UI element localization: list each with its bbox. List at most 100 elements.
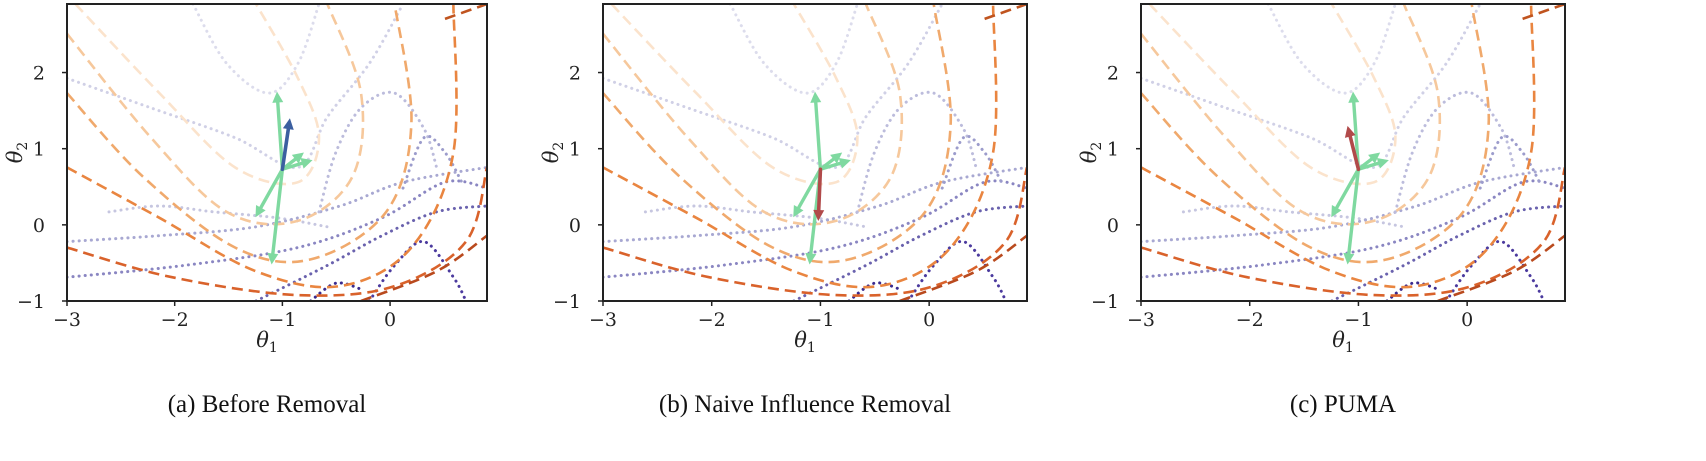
x-tick-label: −1 [806, 309, 834, 331]
x-tick-label: −3 [1127, 309, 1155, 331]
dotted-contour [792, 204, 1027, 301]
dashed-contour [984, 4, 1027, 21]
x-tick-label: −3 [53, 309, 81, 331]
dashed-contour [603, 4, 953, 264]
dotted-contour [1141, 165, 1565, 244]
y-axis-label: θ2 [1077, 142, 1105, 164]
dotted-contour [1385, 281, 1440, 301]
dashed-contour [67, 4, 413, 264]
gradient-arrow [793, 167, 823, 218]
panel-1: −3 −2 −1 0 −1 0 1 2 θ1 θ2 (a) Before Removal [3, 3, 488, 418]
x-tick-label: −2 [161, 309, 189, 331]
dashed-contour [1522, 4, 1565, 21]
y-tick-label: 1 [33, 139, 45, 161]
gradient-arrow [1348, 91, 1361, 171]
gradient-arrow [810, 91, 823, 171]
panel-3: −3 −2 −1 0 −1 0 1 2 θ1 θ2 (c) PUMA [1077, 3, 1566, 418]
y-tick-label: −1 [1091, 291, 1119, 313]
y-tick-label: −1 [17, 291, 45, 313]
plot-frame [1140, 3, 1566, 302]
dotted-contour [847, 281, 902, 301]
x-tick-label: −1 [268, 309, 296, 331]
y-tick-label: 2 [569, 63, 581, 85]
dashed-contour [1141, 167, 1565, 297]
dotted-contour [728, 4, 859, 95]
dotted-contour [1444, 240, 1546, 301]
x-axis-label: θ1 [794, 328, 816, 356]
x-tick-label: −2 [1236, 309, 1264, 331]
dashed-contour [1437, 234, 1565, 301]
panel-caption: (a) Before Removal [168, 391, 367, 418]
dotted-contour [603, 165, 1027, 244]
gradient-arrow [818, 158, 851, 171]
gradient-arrow [272, 91, 285, 171]
dotted-contour [191, 4, 321, 95]
panel-2: −3 −2 −1 0 −1 0 1 2 θ1 θ2 (b) Naive Influence Remo… [539, 3, 1028, 418]
dotted-contour [1478, 134, 1542, 190]
x-tick-label: −1 [1344, 309, 1372, 331]
panel-caption: (b) Naive Influence Removal [659, 391, 951, 418]
plot-frame [66, 3, 488, 302]
dashed-contour [67, 4, 365, 226]
y-tick-label: 0 [569, 215, 581, 237]
y-tick-label: −1 [553, 291, 581, 313]
y-tick-label: 0 [1107, 215, 1119, 237]
dashed-contour [74, 4, 321, 186]
dashed-contour [67, 4, 458, 289]
combined-arrow [813, 167, 825, 222]
dotted-contour [1330, 204, 1565, 301]
x-axis-label: θ1 [1332, 328, 1354, 356]
x-tick-label: 0 [1461, 309, 1473, 331]
plot-area [67, 4, 487, 301]
y-axis-label: θ2 [539, 142, 567, 164]
dotted-contour [67, 4, 405, 170]
dotted-contour [367, 240, 468, 301]
x-tick-label: −3 [589, 309, 617, 331]
x-axis-label: θ1 [256, 328, 278, 356]
dotted-contour [254, 204, 487, 301]
y-tick-label: 2 [1107, 63, 1119, 85]
dashed-contour [1148, 4, 1397, 186]
gradient-arrow [267, 167, 285, 265]
gradient-arrow [1331, 167, 1361, 218]
dotted-contour [603, 4, 944, 170]
y-tick-label: 0 [33, 215, 45, 237]
dashed-contour [360, 234, 487, 301]
gradient-arrow [255, 167, 285, 218]
combined-arrow [1344, 125, 1361, 172]
dashed-contour [610, 4, 859, 186]
y-tick-label: 1 [1107, 139, 1119, 161]
plot-area [1141, 4, 1565, 301]
gradient-arrow [1343, 167, 1361, 265]
plot-area [603, 4, 1027, 301]
y-tick-label: 1 [569, 139, 581, 161]
gradient-arrow [1356, 158, 1389, 171]
dashed-contour [1141, 4, 1442, 226]
dashed-contour [603, 4, 904, 226]
dotted-contour [401, 134, 464, 190]
dotted-contour [1141, 4, 1482, 170]
dashed-contour [1141, 4, 1491, 264]
x-tick-label: 0 [923, 309, 935, 331]
plot-frame [602, 3, 1028, 302]
dashed-contour [1141, 4, 1536, 289]
y-axis-label: θ2 [3, 142, 31, 164]
dotted-contour [855, 90, 978, 214]
gradient-arrow [280, 158, 313, 171]
combined-arrow [280, 118, 294, 172]
dotted-contour [309, 281, 363, 301]
panel-caption: (c) PUMA [1290, 391, 1396, 418]
dashed-contour [899, 234, 1027, 301]
y-tick-label: 2 [33, 63, 45, 85]
dotted-contour [67, 165, 487, 244]
dashed-contour [67, 167, 487, 297]
dotted-contour [317, 90, 439, 214]
dotted-contour [940, 134, 1004, 190]
x-tick-label: 0 [384, 309, 396, 331]
dotted-contour [1393, 90, 1516, 214]
dashed-contour [603, 4, 998, 289]
dashed-contour [444, 4, 487, 21]
dotted-contour [67, 179, 487, 279]
dashed-contour [603, 167, 1027, 297]
